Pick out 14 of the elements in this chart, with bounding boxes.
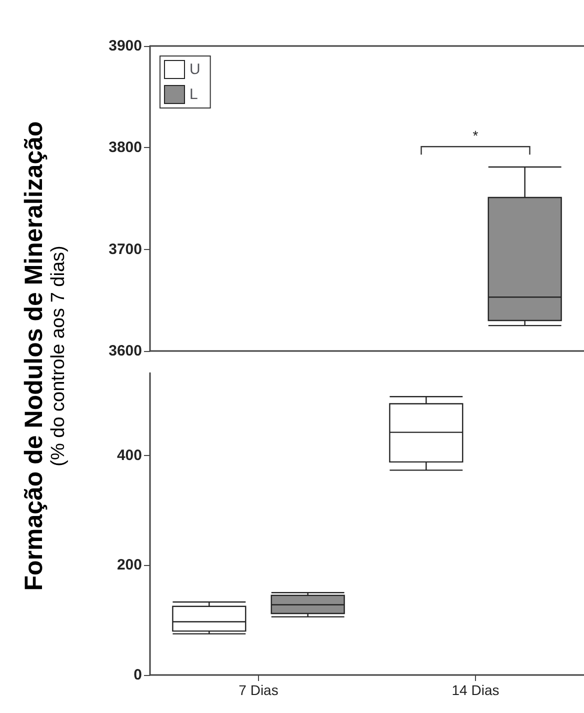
- x-tick-label: 14 Dias: [452, 682, 500, 698]
- legend-label: L: [190, 86, 198, 103]
- legend-label: U: [190, 61, 200, 78]
- x-tick-label: 7 Dias: [238, 682, 278, 698]
- y-tick-label: 3700: [108, 240, 142, 258]
- y-tick-label: 400: [116, 446, 142, 464]
- y-tick-label: 3600: [108, 342, 142, 360]
- text: (% do controle aos 7 dias): [48, 244, 70, 468]
- y-tick-label: 0: [134, 666, 142, 684]
- y-tick-label: 3900: [108, 38, 142, 54]
- annotation: *: [472, 128, 479, 144]
- y-axis-title: Formação de Nodulos de Mineralização: [20, 121, 48, 591]
- y-tick-label: 3800: [108, 139, 142, 156]
- y-tick-label: 200: [116, 556, 142, 574]
